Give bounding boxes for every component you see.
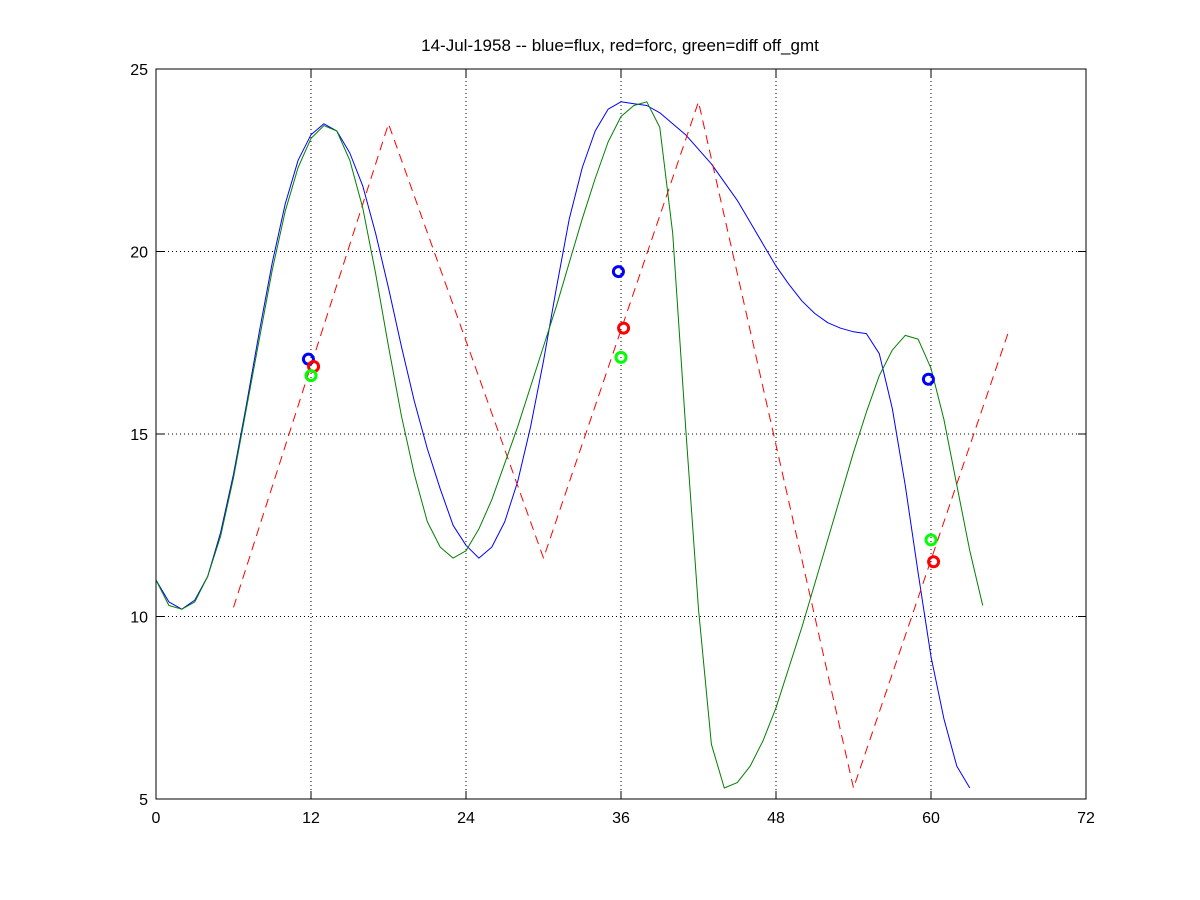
tick-layer: 0 12 24 36 48 60 72 5 10 15 20 25 xyxy=(130,62,1095,827)
data-marker xyxy=(924,533,938,547)
series-line-1 xyxy=(233,101,1009,789)
x-tick-label: 12 xyxy=(302,810,320,827)
x-tick-label: 24 xyxy=(457,810,475,827)
series-line-0 xyxy=(155,101,971,789)
data-marker xyxy=(921,372,935,386)
data-marker xyxy=(304,369,318,383)
y-tick-label: 20 xyxy=(130,245,148,262)
x-tick-label: 0 xyxy=(152,810,161,827)
data-marker xyxy=(927,555,941,569)
grid xyxy=(156,69,1086,799)
chart-title: 14-Jul-1958 -- blue=flux, red=forc, gree… xyxy=(421,36,819,55)
data-marker xyxy=(614,350,628,364)
data-marker xyxy=(617,321,631,335)
data-marker xyxy=(611,265,625,279)
series-line-2 xyxy=(155,101,984,789)
marker-layer xyxy=(301,265,941,569)
x-tick-label: 48 xyxy=(767,810,785,827)
y-tick-label: 5 xyxy=(139,792,148,809)
y-tick-label: 25 xyxy=(130,62,148,79)
y-tick-label: 15 xyxy=(130,427,148,444)
y-tick-label: 10 xyxy=(130,610,148,627)
x-tick-label: 60 xyxy=(922,810,940,827)
series-layer xyxy=(155,101,1009,789)
x-tick-label: 36 xyxy=(612,810,630,827)
x-tick-label: 72 xyxy=(1077,810,1095,827)
